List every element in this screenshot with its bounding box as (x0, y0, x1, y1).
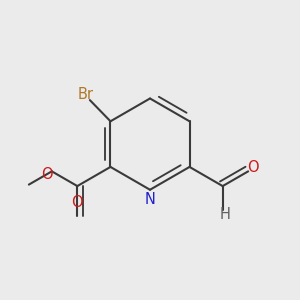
Text: Br: Br (78, 87, 94, 102)
Text: O: O (71, 195, 83, 210)
Text: N: N (145, 192, 155, 207)
Text: H: H (220, 207, 230, 222)
Text: O: O (247, 160, 258, 175)
Text: O: O (41, 167, 52, 182)
